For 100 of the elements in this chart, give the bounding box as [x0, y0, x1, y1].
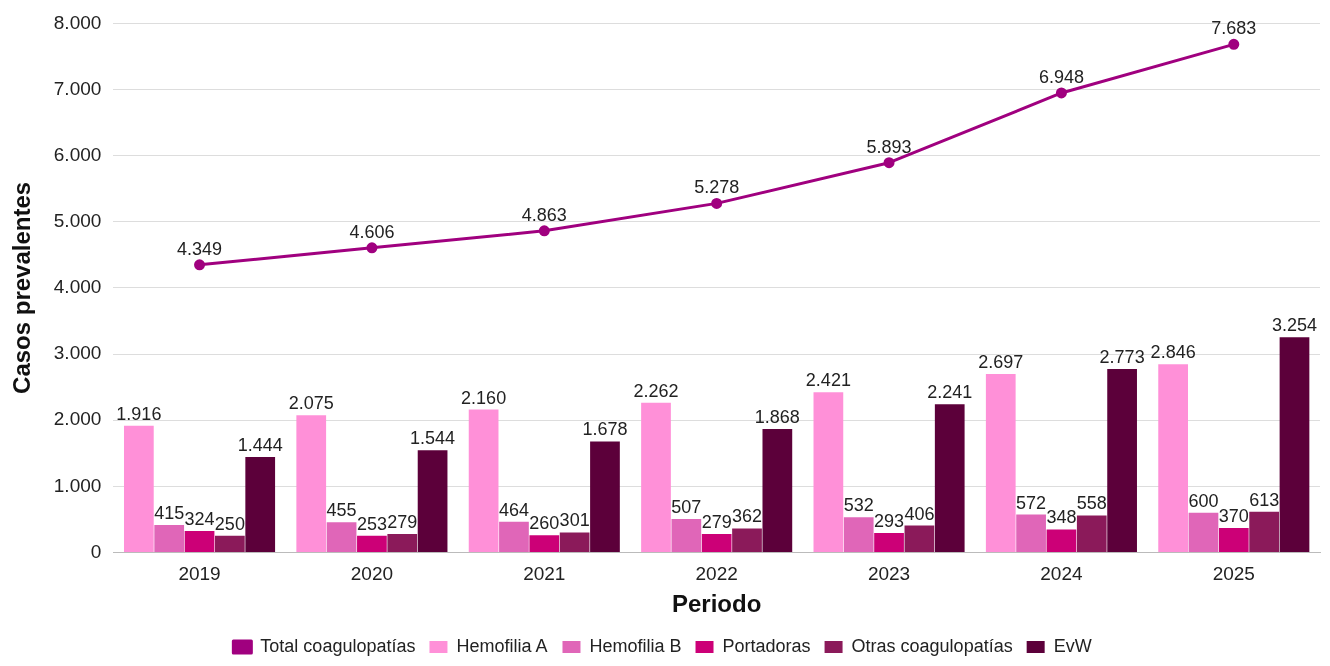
bar [701, 533, 732, 552]
data-label: 1.916 [116, 403, 162, 424]
y-tick-label: 2.000 [53, 408, 102, 430]
bar [326, 522, 357, 552]
data-label: 1.678 [582, 419, 628, 440]
bar [357, 535, 387, 552]
bar [154, 524, 185, 552]
data-label: 4.863 [521, 204, 567, 225]
data-label: 600 [1188, 490, 1219, 511]
bar [934, 404, 965, 552]
data-label: 1.868 [754, 406, 800, 427]
y-tick-label: 8.000 [53, 11, 102, 33]
bar [1046, 529, 1077, 552]
data-label: 1.444 [237, 434, 283, 455]
data-label: 5.893 [866, 136, 912, 157]
bar [468, 409, 499, 552]
bar [559, 532, 590, 552]
bar [499, 521, 529, 552]
data-label: 532 [843, 495, 874, 516]
data-label: 4.349 [177, 238, 223, 259]
bar [671, 518, 702, 552]
data-label: 2.846 [1150, 342, 1196, 363]
data-label: 2.262 [633, 380, 679, 401]
y-tick-label: 4.000 [53, 276, 102, 298]
legend-label: Total coagulopatías [260, 635, 416, 656]
data-label: 362 [731, 506, 763, 527]
bar [904, 525, 935, 552]
legend-label: EvW [1053, 635, 1092, 656]
bar [387, 533, 418, 552]
y-tick-label: 3.000 [53, 342, 102, 364]
data-label: 455 [326, 500, 357, 521]
bar [296, 415, 327, 552]
bar [813, 392, 844, 552]
data-label: 464 [498, 499, 529, 520]
x-tick-label: 2019 [178, 563, 221, 585]
y-tick-label: 1.000 [53, 474, 102, 496]
y-tick-label: 7.000 [53, 77, 102, 99]
data-label: 6.948 [1038, 66, 1084, 87]
data-label: 2.421 [805, 370, 851, 391]
data-label: 1.544 [410, 428, 456, 449]
y-tick-label: 5.000 [53, 210, 102, 232]
x-tick-label: 2022 [695, 563, 738, 585]
bar [762, 428, 793, 552]
data-label: 3.254 [1271, 315, 1318, 336]
legend-label: Portadoras [722, 635, 811, 656]
x-axis-title: Periodo [672, 590, 762, 618]
bar [123, 425, 154, 552]
point [538, 225, 550, 237]
data-label: 279 [387, 511, 418, 532]
data-label: 5.278 [694, 177, 740, 198]
bar [1158, 364, 1188, 552]
data-label: 370 [1218, 505, 1249, 526]
bar [641, 402, 671, 552]
bar [1107, 369, 1137, 552]
data-label: 558 [1076, 493, 1107, 514]
x-tick-label: 2025 [1212, 563, 1255, 585]
data-label: 7.683 [1211, 18, 1257, 39]
point [366, 242, 378, 254]
bar [1279, 337, 1310, 552]
bar [843, 517, 874, 552]
data-label: 2.075 [288, 393, 334, 414]
legend-label: Hemofilia A [456, 635, 548, 656]
point [194, 259, 206, 271]
data-label: 572 [1016, 492, 1047, 513]
legend-label: Hemofilia B [589, 635, 682, 656]
bar [1249, 511, 1280, 552]
bar [1188, 512, 1219, 552]
bar [184, 530, 215, 552]
bar [985, 374, 1016, 552]
data-label: 2.241 [927, 382, 973, 403]
data-label: 324 [184, 508, 215, 529]
data-label: 301 [559, 510, 590, 531]
x-tick-label: 2021 [523, 563, 566, 585]
bar [417, 450, 448, 552]
data-label: 250 [214, 513, 245, 534]
data-label: 348 [1046, 507, 1077, 528]
point [1228, 38, 1240, 50]
bar [1218, 527, 1249, 552]
bar [529, 535, 560, 552]
bar [1076, 515, 1107, 552]
point [711, 197, 723, 209]
data-label: 253 [356, 513, 387, 534]
data-label: 4.606 [349, 221, 395, 242]
bar [245, 456, 276, 552]
data-label: 2.697 [978, 352, 1024, 373]
x-tick-label: 2023 [867, 563, 911, 585]
data-label: 2.773 [1099, 347, 1145, 367]
y-tick-label: 6.000 [53, 143, 102, 165]
data-label: 260 [529, 513, 560, 534]
data-label: 2.160 [461, 387, 507, 408]
data-label: 406 [904, 503, 935, 524]
y-tick-label: 0 [90, 540, 102, 562]
data-label: 293 [874, 510, 905, 531]
point [1055, 87, 1067, 99]
point [883, 157, 895, 169]
data-label: 613 [1249, 489, 1280, 510]
bar [874, 533, 904, 552]
legend-label: Otras coagulopatías [851, 635, 1013, 656]
data-label: 279 [701, 511, 732, 532]
y-axis-title: Casos prevalentes [8, 181, 36, 394]
